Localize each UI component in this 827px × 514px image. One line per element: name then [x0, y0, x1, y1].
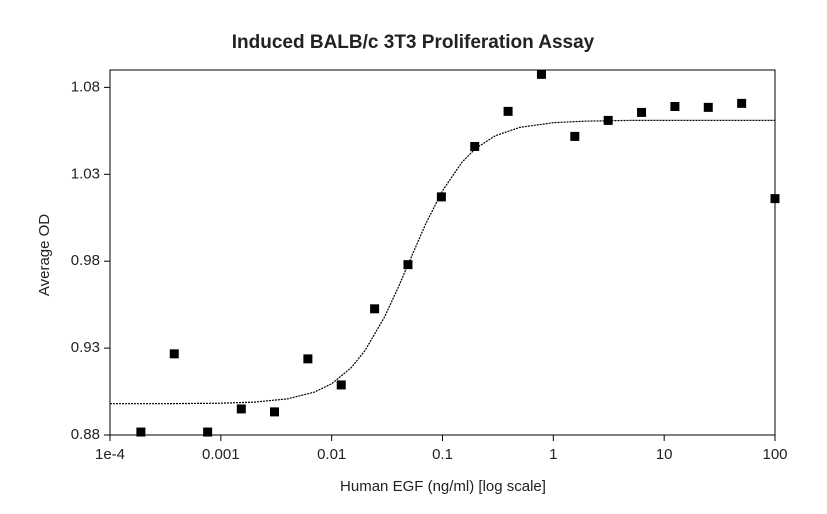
data-point [136, 427, 146, 437]
x-tick-label: 0.001 [202, 446, 240, 463]
x-tick-label: 1e-4 [95, 446, 125, 463]
data-point [536, 69, 546, 79]
x-tick-label: 1 [549, 446, 557, 463]
chart-title: Induced BALB/c 3T3 Proliferation Assay [232, 32, 595, 53]
data-point [670, 102, 680, 111]
data-point [470, 141, 480, 151]
data-point [570, 131, 580, 141]
x-tick-label: 100 [762, 446, 787, 463]
fit-curve [110, 119, 775, 405]
data-point [637, 107, 647, 117]
x-axis-label: Human EGF (ng/ml) [log scale] [340, 478, 546, 495]
y-tick-label: 0.98 [71, 252, 100, 269]
data-point [303, 354, 313, 364]
y-tick-label: 1.08 [71, 78, 100, 95]
data-point [270, 407, 280, 417]
data-point [603, 115, 613, 125]
y-tick-label: 0.88 [71, 426, 100, 443]
data-point [703, 102, 713, 112]
data-point [336, 380, 346, 390]
data-point [403, 260, 413, 270]
data-point [436, 192, 446, 202]
data-point [236, 404, 246, 414]
plot-frame [109, 69, 776, 436]
data-point [169, 349, 179, 359]
x-tick-label: 0.1 [432, 446, 453, 463]
data-point [203, 427, 213, 437]
x-tick-label: 0.01 [317, 446, 346, 463]
data-point [503, 106, 513, 116]
y-tick-label: 1.03 [71, 165, 100, 182]
data-point [370, 304, 380, 314]
data-point [737, 98, 747, 108]
y-axis-label: Average OD [36, 214, 53, 296]
y-tick-label: 0.93 [71, 339, 100, 356]
x-tick-label: 10 [656, 446, 673, 463]
data-point [770, 194, 780, 204]
